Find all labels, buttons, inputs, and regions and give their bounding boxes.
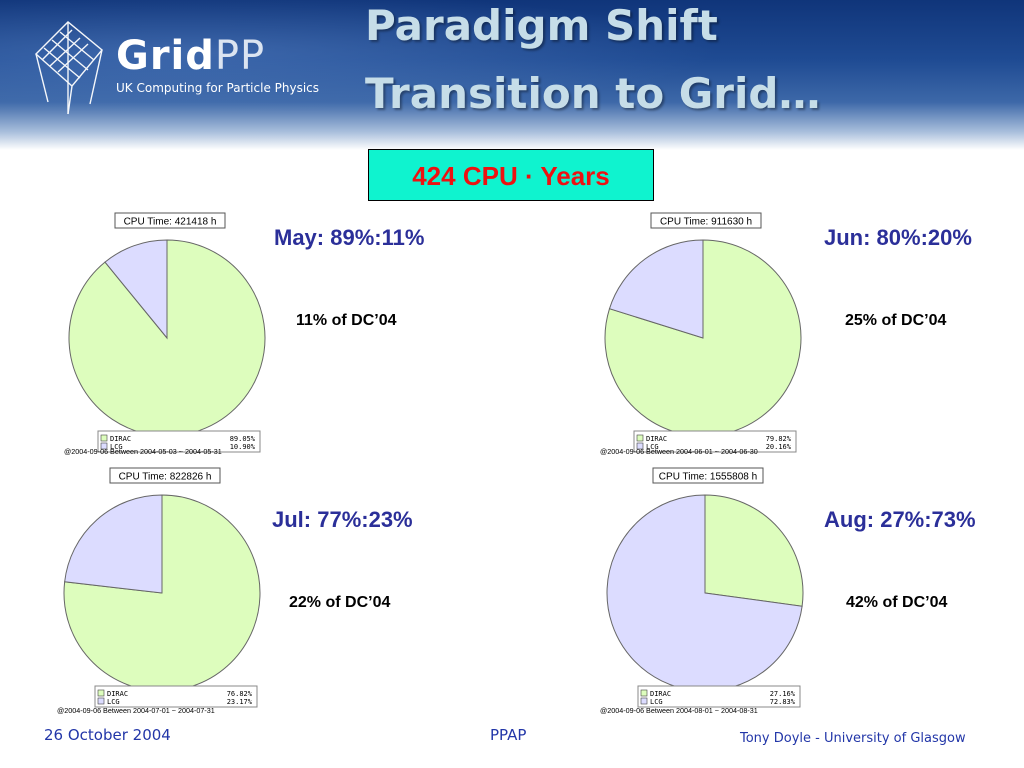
legend-swatch-dirac [100, 434, 108, 442]
pie-chart-aug: CPU Time: 1555808 h DIRAC 27.16% LCG 72.83% @… [600, 467, 804, 715]
pie-chart-panel-jul: CPU Time: 822826 h DIRAC 76.82% LCG 23.17% @2… [53, 460, 267, 716]
pie-slice-lcg [104, 239, 168, 340]
footer-event: PPAP [490, 726, 527, 744]
month-label-jun: Jun: 80%:20% [824, 225, 972, 250]
chart-title: CPU Time: 911630 h [660, 217, 752, 228]
chart-legend: DIRAC 76.82% LCG 23.17% [94, 685, 258, 708]
header-banner: GridPP UK Computing for Particle Physics… [0, 0, 1024, 150]
footer-author: Tony Doyle - University of Glasgow [740, 731, 966, 746]
pie-chart-panel-may: CPU Time: 421418 h DIRAC 89.05% LCG 10.90% @2… [60, 205, 270, 457]
legend-value-lcg: 72.83% [770, 698, 796, 706]
legend-swatch-dirac [636, 434, 644, 442]
chart-title: CPU Time: 421418 h [124, 217, 217, 228]
legend-value-dirac: 27.16% [770, 690, 796, 698]
legend-value-dirac: 79.82% [766, 435, 792, 443]
share-label-may: 11% of DC’04 [296, 312, 397, 329]
legend-swatch-dirac [640, 689, 648, 697]
legend-value-lcg: 10.90% [230, 443, 256, 451]
legend-swatch-lcg [636, 442, 644, 450]
pie-slice-lcg [64, 494, 163, 594]
legend-value-dirac: 89.05% [230, 435, 256, 443]
chart-legend: DIRAC 27.16% LCG 72.83% [637, 685, 801, 708]
legend-label-dirac: DIRAC [646, 435, 667, 443]
chart-legend: DIRAC 89.05% LCG 10.90% [97, 430, 261, 453]
pie-chart-jun: CPU Time: 911630 h DIRAC 79.82% LCG 20.16% @2… [600, 212, 802, 456]
wordmark-grid: Grid [116, 33, 215, 79]
chart-title-box: CPU Time: 421418 h [114, 212, 226, 229]
chart-caption: @2004-09-06 Between 2004-08-01 ~ 2004-08… [600, 706, 758, 715]
chart-title-box: CPU Time: 822826 h [109, 467, 221, 484]
legend-label-dirac: DIRAC [107, 690, 128, 698]
share-label-jul: 22% of DC’04 [289, 594, 391, 611]
chart-title-box: CPU Time: 911630 h [650, 212, 762, 229]
legend-label-lcg: LCG [110, 443, 123, 451]
footer-date: 26 October 2004 [44, 726, 171, 744]
legend-label-dirac: DIRAC [650, 690, 671, 698]
month-label-jul: Jul: 77%:23% [272, 507, 413, 532]
legend-label-lcg: LCG [646, 443, 659, 451]
pie-chart-panel-aug: CPU Time: 1555808 h DIRAC 27.16% LCG 72.83% @… [596, 460, 810, 716]
chart-caption: @2004-09-06 Between 2004-05-03 ~ 2004-05… [64, 447, 222, 456]
legend-swatch-lcg [100, 442, 108, 450]
legend-label-lcg: LCG [650, 698, 663, 706]
month-label-aug: Aug: 27%:73% [824, 507, 976, 532]
legend-value-lcg: 23.17% [227, 698, 253, 706]
pie-chart-may: CPU Time: 421418 h DIRAC 89.05% LCG 10.90% @2… [64, 212, 266, 456]
chart-caption: @2004-09-06 Between 2004-06-01 ~ 2004-06… [600, 447, 758, 456]
headline-box: 424 CPU · Years [368, 149, 654, 201]
chart-title-box: CPU Time: 1555808 h [652, 467, 764, 484]
legend-swatch-lcg [640, 697, 648, 705]
logo-tagline: UK Computing for Particle Physics [116, 81, 320, 95]
legend-label-lcg: LCG [107, 698, 120, 706]
legend-swatch-dirac [97, 689, 105, 697]
wordmark-pp: PP [214, 33, 266, 79]
gridpp-wordmark: GridPP [116, 32, 265, 80]
legend-value-lcg: 20.16% [766, 443, 792, 451]
pie-chart-panel-jun: CPU Time: 911630 h DIRAC 79.82% LCG 20.16% @2… [596, 205, 806, 457]
pie-chart-jul: CPU Time: 822826 h DIRAC 76.82% LCG 23.17% @2… [57, 467, 261, 715]
pie-slice-lcg [606, 494, 803, 692]
month-label-may: May: 89%:11% [274, 225, 425, 250]
chart-caption: @2004-09-06 Between 2004-07-01 ~ 2004-07… [57, 706, 215, 715]
pie-slice-lcg [608, 239, 704, 339]
grid-mesh-logo-icon [34, 21, 103, 115]
share-label-jun: 25% of DC’04 [845, 312, 947, 329]
legend-swatch-lcg [97, 697, 105, 705]
legend-label-dirac: DIRAC [110, 435, 131, 443]
share-label-aug: 42% of DC’04 [846, 594, 948, 611]
slide-title-line-1: Paradigm Shift [365, 1, 718, 50]
banner-glow [0, 0, 1024, 150]
legend-value-dirac: 76.82% [227, 690, 253, 698]
chart-title: CPU Time: 1555808 h [659, 472, 757, 483]
slide-title-line-2: Transition to Grid… [365, 69, 821, 118]
chart-legend: DIRAC 79.82% LCG 20.16% [633, 430, 797, 453]
pie-slice-dirac [704, 494, 804, 607]
chart-title: CPU Time: 822826 h [119, 472, 212, 483]
